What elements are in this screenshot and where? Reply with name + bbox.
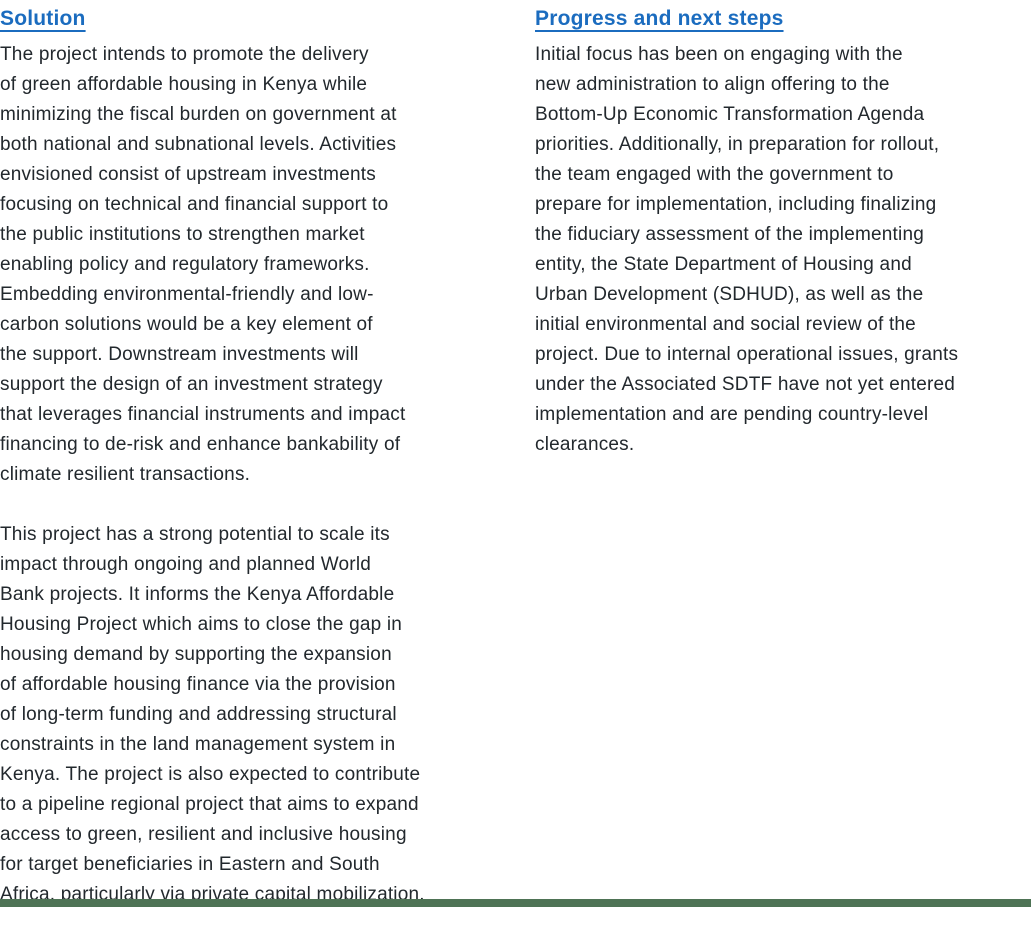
footer-band bbox=[0, 899, 1031, 907]
solution-section: Solution The project intends to promote … bbox=[0, 6, 497, 940]
progress-heading: Progress and next steps bbox=[535, 7, 784, 30]
solution-paragraph-1: The project intends to promote the deliv… bbox=[0, 44, 406, 485]
document-page: Solution The project intends to promote … bbox=[0, 7, 1031, 907]
solution-paragraph-2: This project has a strong potential to s… bbox=[0, 524, 425, 905]
progress-paragraph-1: Initial focus has been on engaging with … bbox=[535, 44, 959, 455]
progress-section: Progress and next steps Initial focus ha… bbox=[535, 6, 1031, 940]
solution-heading: Solution bbox=[0, 7, 86, 30]
